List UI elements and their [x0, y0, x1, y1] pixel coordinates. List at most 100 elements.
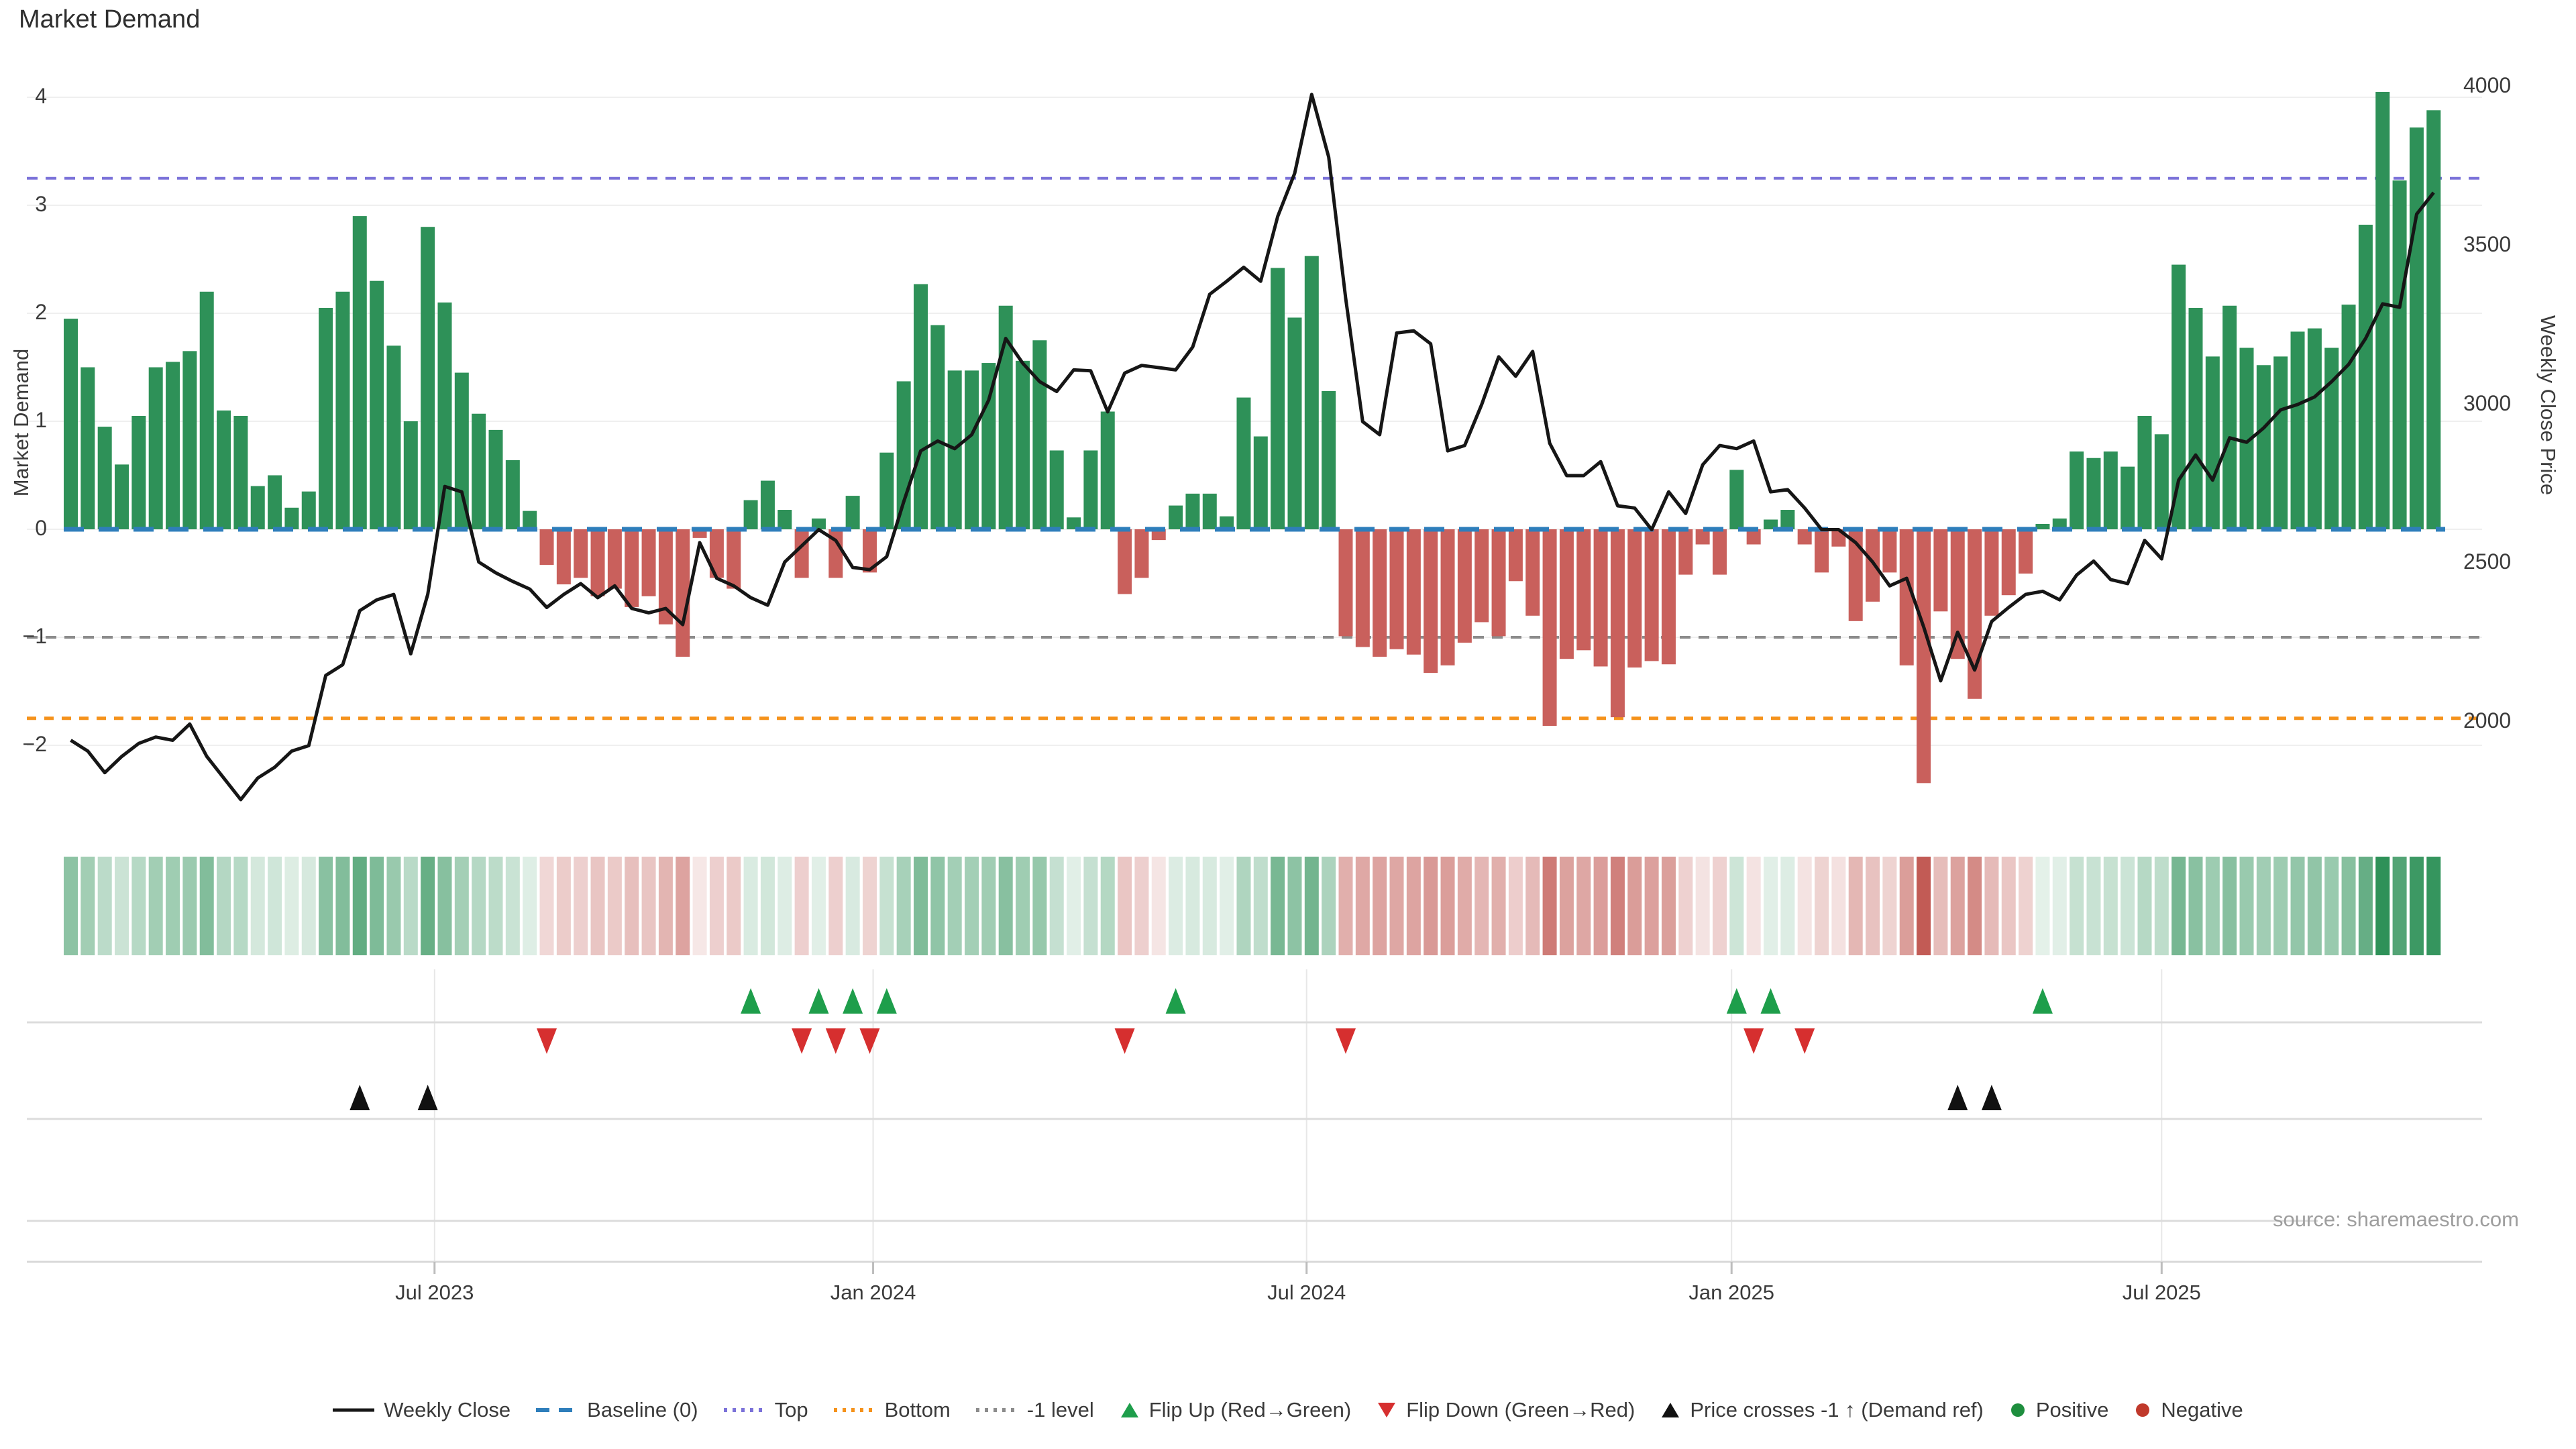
- heatmap-cell: [1950, 857, 1965, 955]
- heatmap-cell: [472, 857, 486, 955]
- legend-item: -1 level: [975, 1398, 1094, 1422]
- heatmap-cell: [1899, 857, 1914, 955]
- demand-bar-negative: [1661, 529, 1676, 665]
- demand-bar-negative: [641, 529, 656, 596]
- demand-bar-positive: [2392, 180, 2407, 530]
- demand-bar-negative: [1576, 529, 1591, 651]
- heatmap-cell: [233, 857, 248, 955]
- flip-down-marker: [792, 1028, 812, 1054]
- demand-bar-positive: [1169, 505, 1183, 529]
- right-axis-tick: 2000: [2463, 708, 2512, 733]
- weekly-close-line: [70, 93, 2435, 802]
- heatmap-cell: [166, 857, 180, 955]
- left-axis-tick: 4: [35, 84, 47, 108]
- heatmap-cell: [1644, 857, 1659, 955]
- heatmap-cell: [1389, 857, 1404, 955]
- left-axis-tick: −2: [22, 732, 47, 756]
- heatmap-cell: [1271, 857, 1285, 955]
- demand-bar-positive: [879, 452, 894, 529]
- page-title: Market Demand: [19, 5, 201, 34]
- heatmap-cell: [2035, 857, 2050, 955]
- legend-item-label: Flip Up (Red→Green): [1148, 1398, 1352, 1421]
- heatmap-cell: [1695, 857, 1710, 955]
- demand-bar-positive: [523, 511, 537, 529]
- demand-bar-positive: [131, 415, 146, 529]
- legend-item: Top: [723, 1398, 808, 1422]
- x-axis-tick-label: Jul 2023: [395, 1281, 474, 1304]
- demand-bar-positive: [965, 370, 979, 529]
- demand-bar-negative: [590, 529, 605, 596]
- demand-bar-positive: [319, 307, 333, 529]
- x-axis-tick-label: Jan 2025: [1688, 1281, 1774, 1304]
- heatmap-cell: [1100, 857, 1115, 955]
- heatmap-cell: [641, 857, 656, 955]
- flip-up-marker: [876, 988, 897, 1014]
- heatmap-cell: [454, 857, 469, 955]
- heatmap-cell: [1508, 857, 1523, 955]
- heatmap-cell: [1151, 857, 1166, 955]
- heatmap-cell: [284, 857, 299, 955]
- demand-bar-positive: [2222, 305, 2237, 529]
- demand-bar-positive: [505, 460, 520, 529]
- demand-bar-negative: [1678, 529, 1693, 575]
- heatmap-cell: [1016, 857, 1030, 955]
- right-axis-title: Weekly Close Price: [2536, 315, 2560, 496]
- heatmap-cell: [403, 857, 418, 955]
- legend-item-label: -1 level: [1026, 1398, 1094, 1421]
- demand-bar-positive: [2358, 224, 2373, 529]
- demand-bar-positive: [2205, 356, 2220, 529]
- demand-bar-negative: [1815, 529, 1829, 573]
- demand-bar-negative: [1134, 529, 1149, 578]
- heatmap-cell: [80, 857, 95, 955]
- heatmap-cell: [658, 857, 673, 955]
- demand-bar-negative: [1424, 529, 1438, 674]
- right-axis-tick: 4000: [2463, 73, 2512, 97]
- heatmap-cell: [590, 857, 605, 955]
- heatmap-cell: [97, 857, 112, 955]
- heatmap-cell: [1406, 857, 1421, 955]
- demand-bar-negative: [1933, 529, 1948, 612]
- heatmap-cell: [1474, 857, 1489, 955]
- flip-up-marker: [1726, 988, 1747, 1014]
- demand-bar-positive: [2052, 518, 2067, 529]
- demand-bar-positive: [2188, 307, 2203, 529]
- demand-bar-negative: [1882, 529, 1897, 573]
- heatmap-cell: [2086, 857, 2101, 955]
- demand-bar-negative: [1525, 529, 1540, 616]
- demand-bar-positive: [217, 410, 231, 529]
- demand-bar-positive: [1253, 436, 1268, 529]
- demand-bar-positive: [1236, 397, 1251, 529]
- demand-bar-positive: [1067, 517, 1081, 529]
- legend-item: Baseline (0): [536, 1398, 698, 1422]
- heatmap-cell: [607, 857, 622, 955]
- demand-bar-negative: [2001, 529, 2016, 596]
- legend-item-label: Price crosses -1 ↑ (Demand ref): [1690, 1398, 1984, 1421]
- demand-bar-negative: [539, 529, 554, 566]
- legend-item-label: Baseline (0): [587, 1398, 698, 1421]
- heatmap-cell: [1118, 857, 1132, 955]
- demand-bar-negative: [794, 529, 809, 578]
- heatmap-cell: [217, 857, 231, 955]
- heatmap-cell: [1542, 857, 1557, 955]
- heatmap-cell: [386, 857, 401, 955]
- demand-bar-negative: [1559, 529, 1574, 659]
- flip-down-marker: [859, 1028, 880, 1054]
- heatmap-cell: [1322, 857, 1336, 955]
- heatmap-cell: [421, 857, 435, 955]
- heatmap-cell: [539, 857, 554, 955]
- heatmap-cell: [2205, 857, 2220, 955]
- price-cross-marker: [1981, 1085, 2002, 1110]
- heatmap-cell: [2375, 857, 2390, 955]
- demand-bar-positive: [386, 345, 401, 529]
- heatmap-cell: [505, 857, 520, 955]
- demand-bar-negative: [1644, 529, 1659, 661]
- demand-bar-positive: [2307, 328, 2322, 529]
- heatmap-cell: [1678, 857, 1693, 955]
- legend-item-label: Flip Down (Green→Red): [1406, 1398, 1635, 1421]
- demand-bar-positive: [2137, 415, 2152, 529]
- heatmap-cell: [1253, 857, 1268, 955]
- demand-bar-negative: [1610, 529, 1625, 718]
- heatmap-cell: [1525, 857, 1540, 955]
- heatmap-cell: [2121, 857, 2135, 955]
- left-axis-tick: 3: [35, 192, 47, 216]
